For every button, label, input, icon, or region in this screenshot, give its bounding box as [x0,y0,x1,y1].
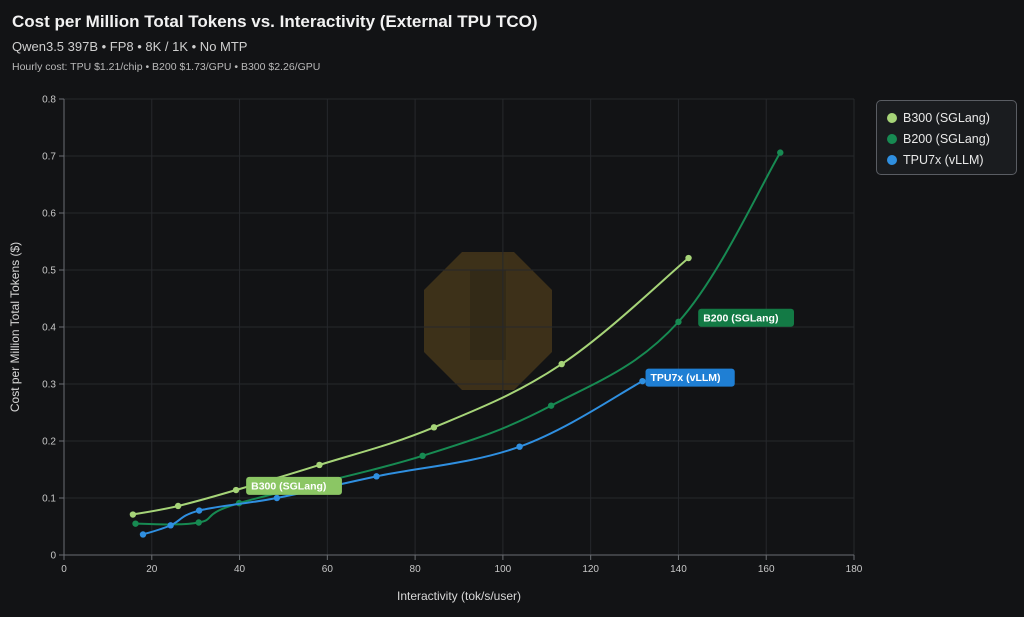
series-tag-b300: B300 (SGLang) [246,476,342,495]
y-tick-label: 0 [50,551,56,562]
data-point-b200[interactable] [132,520,139,527]
data-point-b300[interactable] [129,511,137,518]
x-tick-label: 160 [758,564,775,575]
legend-item-b300[interactable]: B300 (SGLang) [887,107,1016,128]
series-tag-label-tpu7x: TPU7x (vLLM) [651,372,721,384]
series-tag-label-b300: B300 (SGLang) [251,480,326,492]
data-point-tpu7x[interactable] [516,443,523,450]
data-point-tpu7x[interactable] [167,522,174,529]
legend-item-b200[interactable]: B200 (SGLang) [887,128,1016,149]
x-tick-label: 20 [146,564,158,575]
legend-dot-b300 [887,112,897,123]
series-tag-tpu7x: TPU7x (vLLM) [645,368,735,387]
data-point-b200[interactable] [777,149,784,156]
x-tick-label: 0 [61,564,67,575]
x-tick-label: 60 [322,564,334,575]
data-point-tpu7x[interactable] [139,531,147,538]
series-line-b200 [135,152,782,526]
x-tick-label: 180 [846,564,863,575]
y-tick-label: 0.3 [42,380,56,391]
data-point-b300[interactable] [316,461,323,469]
series-tag-bg-b300 [246,476,342,495]
y-axis-label: Cost per Million Total Tokens ($) [8,242,22,412]
y-tick-label: 0.2 [42,437,56,448]
data-point-b300[interactable] [430,424,438,431]
legend-dot-b200 [887,133,897,144]
x-tick-label: 120 [582,564,599,575]
y-tick-label: 0.5 [42,266,56,277]
x-tick-label: 40 [234,564,246,575]
legend-label-b300: B300 (SGLang) [903,110,990,125]
data-point-tpu7x[interactable] [373,473,380,480]
x-tick-label: 140 [670,564,687,575]
watermark-logo [424,252,552,390]
data-point-b300[interactable] [685,254,692,262]
y-tick-label: 0.6 [42,209,56,220]
x-tick-label: 80 [410,564,422,575]
data-point-b200[interactable] [675,318,682,326]
legend-label-tpu7x: TPU7x (vLLM) [903,152,984,167]
y-tick-label: 0.7 [42,152,56,163]
legend-dot-tpu7x [887,154,897,165]
chart-title: Cost per Million Total Tokens vs. Intera… [12,12,538,31]
data-point-b300[interactable] [232,486,240,494]
data-point-b200[interactable] [419,452,426,460]
data-point-tpu7x[interactable] [195,507,203,514]
y-tick-label: 0.8 [42,95,56,106]
series-labels: B300 (SGLang) B200 (SGLang) TPU7x (vLLM) [246,308,794,495]
x-tick-label: 100 [495,564,512,575]
legend: B300 (SGLang) B200 (SGLang) TPU7x (vLLM) [876,100,1017,175]
grid [64,98,855,555]
y-tick-label: 0.4 [42,323,56,334]
data-point-b200[interactable] [547,402,555,409]
data-point-b300[interactable] [174,502,182,510]
data-point-b200[interactable] [195,519,202,526]
series-tag-bg-b200 [698,308,794,327]
legend-label-b200: B200 (SGLang) [903,131,990,146]
series-line-b300 [132,257,690,516]
data-point-tpu7x[interactable] [639,377,646,385]
data-point-tpu7x[interactable] [273,494,281,502]
hourly-cost-note: Hourly cost: TPU $1.21/chip • B200 $1.73… [12,61,321,73]
y-tick-label: 0.1 [42,494,56,505]
legend-item-tpu7x[interactable]: TPU7x (vLLM) [887,149,1016,170]
chart-subtitle: Qwen3.5 397B • FP8 • 8K / 1K • No MTP [12,39,248,54]
series-tag-label-b200: B200 (SGLang) [703,312,778,324]
tick-labels: 0 20 40 60 80 100 120 140 160 180 0 0.1 0.2 0.3 0.4 0.5… [42,95,863,576]
series-tag-b200: B200 (SGLang) [698,308,794,327]
x-axis-label: Interactivity (tok/s/user) [397,589,521,603]
data-point-b300[interactable] [558,360,565,368]
series-tag-bg-tpu7x [645,368,735,387]
